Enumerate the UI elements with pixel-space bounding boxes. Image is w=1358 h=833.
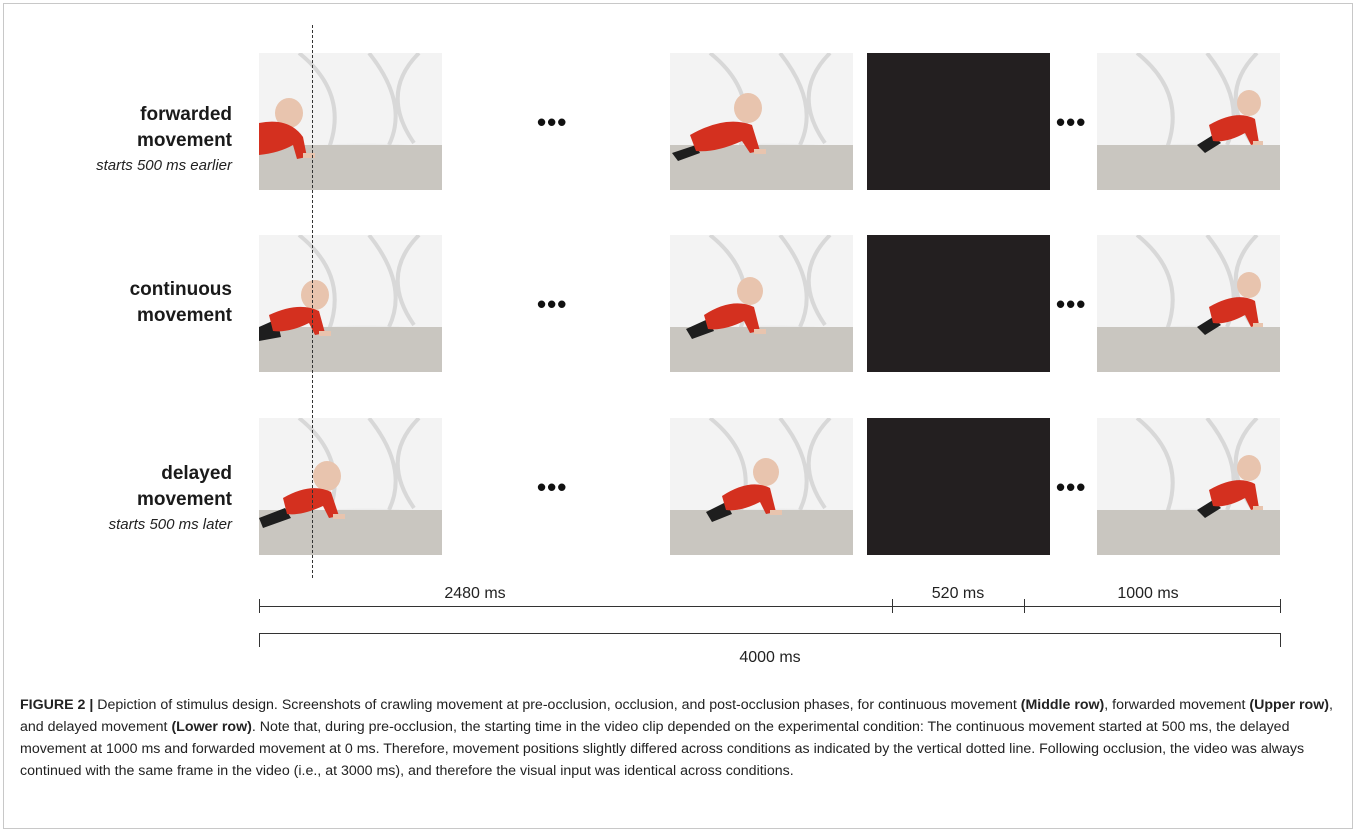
frame-post-occlusion <box>1097 235 1280 372</box>
post-occlusion-duration: 1000 ms <box>1117 585 1179 602</box>
frame-post-occlusion <box>1097 53 1280 190</box>
timeline-tick <box>1280 599 1281 613</box>
row-label-delayed: delayed movement starts 500 ms later <box>60 461 232 537</box>
timeline-tick <box>1280 633 1281 647</box>
timeline-tick <box>259 633 260 647</box>
frame-pre-occlusion-start <box>259 53 442 190</box>
row-label-line2: movement <box>136 489 232 510</box>
ellipsis: ••• <box>537 107 568 137</box>
frame-pre-occlusion-start <box>259 418 442 555</box>
timeline-tick <box>892 599 893 613</box>
row-label-line2: movement <box>136 305 232 326</box>
caption-text: , and delayed movement <box>20 697 1333 735</box>
row-label-line1: forwarded <box>140 104 232 125</box>
occluder-frame <box>867 235 1050 372</box>
figure-caption: FIGURE 2 | Depiction of stimulus design.… <box>20 694 1338 782</box>
frame-pre-occlusion-start <box>259 235 442 372</box>
occluder-frame <box>867 53 1050 190</box>
ellipsis: ••• <box>1056 472 1087 502</box>
caption-text: , forwarded movement <box>1104 697 1250 713</box>
frame-post-occlusion <box>1097 418 1280 555</box>
caption-bold: (Upper row) <box>1249 697 1329 713</box>
timeline-tick <box>259 599 260 613</box>
stimulus-figure: forwarded movement starts 500 ms earlier… <box>60 25 1281 666</box>
figure-id: FIGURE 2 | <box>20 697 94 713</box>
ellipsis: ••• <box>537 472 568 502</box>
start-position-dotted-line <box>312 25 313 578</box>
occluder-frame <box>867 418 1050 555</box>
ellipsis: ••• <box>537 289 568 319</box>
pre-occlusion-duration: 2480 ms <box>444 585 506 602</box>
ellipsis: ••• <box>1056 289 1087 319</box>
frame-pre-occlusion-end <box>670 53 853 190</box>
caption-text: . Note that, during pre-occlusion, the s… <box>20 719 1305 779</box>
frame-pre-occlusion-end <box>670 418 853 555</box>
row-label-line2: movement <box>136 130 232 151</box>
caption-bold: (Lower row) <box>171 719 252 735</box>
timeline-axis <box>259 633 1280 634</box>
ellipsis: ••• <box>1056 107 1087 137</box>
frame-pre-occlusion-end <box>670 235 853 372</box>
caption-text: Depiction of stimulus design. Screenshot… <box>93 697 1021 713</box>
row-label-sub: starts 500 ms later <box>108 516 232 533</box>
caption-bold: (Middle row) <box>1020 697 1105 713</box>
row-label-sub: starts 500 ms earlier <box>96 157 232 174</box>
row-label-line1: delayed <box>161 463 232 484</box>
row-label-forwarded: forwarded movement starts 500 ms earlier <box>60 102 232 178</box>
timeline-tick <box>1024 599 1025 613</box>
total-duration: 4000 ms <box>739 649 801 666</box>
occlusion-duration: 520 ms <box>931 585 985 602</box>
timeline-axis <box>259 606 1280 607</box>
row-label-line1: continuous <box>129 279 232 300</box>
figure-frame <box>3 3 1353 829</box>
row-label-continuous: continuous movement <box>60 277 232 329</box>
